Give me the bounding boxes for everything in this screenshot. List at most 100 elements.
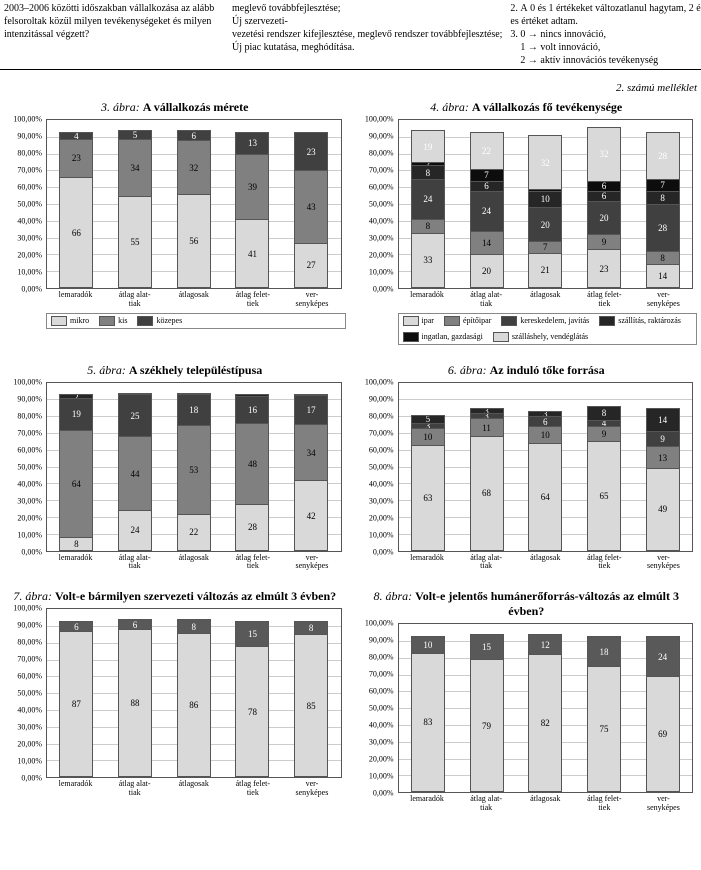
legend-item: kereskedelem, javítás bbox=[501, 316, 589, 326]
bar-segment: 5 bbox=[118, 130, 152, 138]
bar-segment-blank bbox=[59, 120, 93, 132]
y-tick-label: 20,00% bbox=[369, 251, 394, 260]
bar-segment-blank bbox=[587, 383, 621, 407]
bar-segment: 32 bbox=[587, 127, 621, 181]
y-tick-label: 70,00% bbox=[17, 166, 42, 175]
y-tick-label: 90,00% bbox=[369, 636, 394, 645]
y-tick-label: 40,00% bbox=[17, 217, 42, 226]
y-tick-label: 80,00% bbox=[17, 149, 42, 158]
y-tick-label: 30,00% bbox=[17, 234, 42, 243]
x-tick-label: lemaradók bbox=[46, 778, 105, 798]
bar-segment-blank bbox=[470, 120, 504, 132]
bar-segment: 69 bbox=[646, 676, 680, 792]
bar-segment: 8 bbox=[411, 219, 445, 232]
x-tick-label: átlagosak bbox=[516, 289, 575, 309]
y-tick-label: 0,00% bbox=[21, 285, 42, 294]
bar-column: 225318 bbox=[164, 383, 223, 551]
y-tick-label: 30,00% bbox=[369, 496, 394, 505]
y-tick-label: 80,00% bbox=[369, 149, 394, 158]
bar-segment: 9 bbox=[587, 426, 621, 441]
bar-segment: 34 bbox=[118, 139, 152, 196]
chart-plot: 0,00%10,00%20,00%30,00%40,00%50,00%60,00… bbox=[4, 382, 346, 572]
bar-segment-blank bbox=[294, 609, 328, 621]
bar-segment: 23 bbox=[59, 139, 93, 178]
bar-segment: 8 bbox=[411, 165, 445, 178]
bar: 423417 bbox=[294, 383, 328, 551]
chart-title: 6. ábra: Az induló tőke forrása bbox=[356, 363, 698, 378]
bar-column: 55345 bbox=[106, 120, 165, 288]
plot-area: 3382482192014246722217201032239206632148… bbox=[398, 119, 694, 289]
bar-segment: 8 bbox=[59, 537, 93, 550]
bar: 148288728 bbox=[646, 120, 680, 288]
bar-segment-blank bbox=[587, 624, 621, 636]
legend-item: mikro bbox=[51, 316, 89, 326]
bar: 681133 bbox=[470, 383, 504, 551]
bar-segment: 13 bbox=[646, 446, 680, 468]
x-axis: lemaradókátlag alat-tiakátlagosakátlag f… bbox=[398, 289, 694, 309]
bar-segment: 19 bbox=[59, 398, 93, 430]
bar-segment: 34 bbox=[294, 424, 328, 481]
bar-segment: 24 bbox=[646, 636, 680, 676]
bar-segment-blank bbox=[411, 624, 445, 636]
bar-segment: 88 bbox=[118, 629, 152, 777]
top-table-col2: meglevő továbbfejlesztése;Új szervezeti-… bbox=[228, 0, 506, 69]
y-tick-label: 30,00% bbox=[369, 738, 394, 747]
y-tick-label: 40,00% bbox=[369, 479, 394, 488]
bar-segment: 12 bbox=[528, 634, 562, 654]
bar-segment: 48 bbox=[235, 423, 269, 504]
bar-column: 7815 bbox=[223, 609, 282, 777]
bar-segment: 39 bbox=[235, 154, 269, 220]
bar: 413913 bbox=[235, 120, 269, 288]
bar-segment: 27 bbox=[294, 243, 328, 288]
legend-item: szálláshely, vendéglátás bbox=[493, 332, 588, 342]
bar: 65948 bbox=[587, 383, 621, 551]
y-tick-label: 10,00% bbox=[369, 772, 394, 781]
chart-title-text: A vállalkozás fő tevékenysége bbox=[472, 100, 622, 114]
y-tick-label: 90,00% bbox=[369, 394, 394, 403]
bar-segment: 4 bbox=[587, 420, 621, 427]
bar-segment: 63 bbox=[411, 445, 445, 551]
chart-title-number: 4. ábra: bbox=[430, 100, 469, 114]
bar: 876 bbox=[59, 609, 93, 777]
chart-c6: 6. ábra: Az induló tőke forrása0,00%10,0… bbox=[356, 363, 698, 572]
y-tick-label: 70,00% bbox=[17, 655, 42, 664]
bar-segment: 17 bbox=[294, 395, 328, 423]
chart-plot: 0,00%10,00%20,00%30,00%40,00%50,00%60,00… bbox=[356, 623, 698, 813]
y-tick-label: 50,00% bbox=[369, 704, 394, 713]
y-tick-label: 50,00% bbox=[369, 200, 394, 209]
bar-segment: 86 bbox=[177, 633, 211, 777]
bar-segment: 13 bbox=[235, 132, 269, 154]
chart-title-number: 3. ábra: bbox=[101, 100, 140, 114]
y-tick-label: 40,00% bbox=[369, 217, 394, 226]
bar-segment: 10 bbox=[411, 636, 445, 653]
bar: 225318 bbox=[177, 383, 211, 551]
bars-container: 631035681133641063659484913914 bbox=[399, 383, 693, 551]
chart-title-text: Az induló tőke forrása bbox=[490, 363, 605, 377]
bar-segment: 8 bbox=[177, 619, 211, 632]
bar-segment-blank bbox=[646, 120, 680, 132]
x-axis: lemaradókátlag alat-tiakátlagosakátlag f… bbox=[46, 552, 342, 572]
y-tick-label: 40,00% bbox=[17, 479, 42, 488]
bars-container: 8768868687815858 bbox=[47, 609, 341, 777]
y-tick-label: 90,00% bbox=[17, 394, 42, 403]
bar: 55345 bbox=[118, 120, 152, 288]
bar-column: 681133 bbox=[457, 383, 516, 551]
bar-segment: 10 bbox=[528, 191, 562, 208]
y-tick-label: 20,00% bbox=[17, 251, 42, 260]
legend-swatch bbox=[493, 332, 509, 342]
bar: 7518 bbox=[587, 624, 621, 792]
bar-segment: 20 bbox=[587, 201, 621, 235]
bar-segment: 8 bbox=[587, 406, 621, 419]
chart-plot: 0,00%10,00%20,00%30,00%40,00%50,00%60,00… bbox=[4, 608, 346, 798]
bar-segment: 22 bbox=[470, 132, 504, 169]
y-tick-label: 60,00% bbox=[369, 183, 394, 192]
bar: 6924 bbox=[646, 624, 680, 792]
bar-segment: 56 bbox=[177, 194, 211, 288]
legend-item: közepes bbox=[137, 316, 182, 326]
bar: 631035 bbox=[411, 383, 445, 551]
bar-column: 876 bbox=[47, 609, 106, 777]
bar-segment: 66 bbox=[59, 177, 93, 288]
bar: 641063 bbox=[528, 383, 562, 551]
bar-segment: 25 bbox=[118, 394, 152, 436]
y-tick-label: 70,00% bbox=[369, 670, 394, 679]
